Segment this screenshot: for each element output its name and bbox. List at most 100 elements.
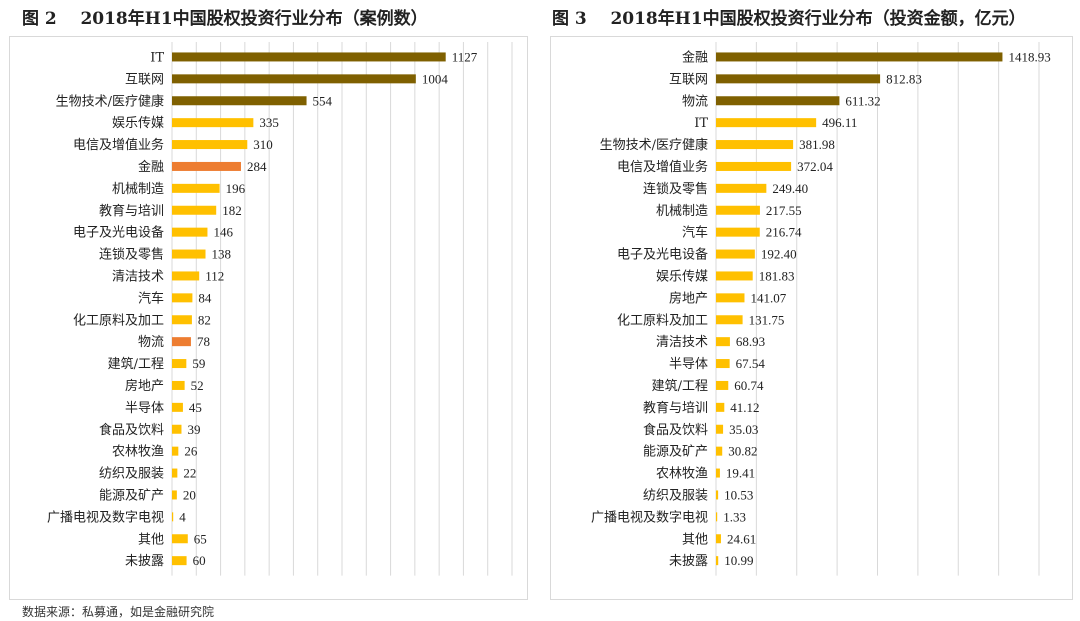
bar: [172, 402, 183, 412]
bar: [716, 118, 817, 128]
bar: [172, 52, 446, 62]
category-label: 互联网: [125, 72, 164, 87]
bar: [172, 74, 416, 84]
category-label: 物流: [138, 335, 164, 350]
bar: [716, 446, 723, 456]
data-label: 59: [192, 356, 205, 371]
bar: [172, 140, 248, 150]
data-label: 60: [193, 553, 206, 568]
category-label: 连锁及零售: [99, 247, 164, 263]
bar: [172, 96, 307, 106]
category-label: 电子及光电设备: [617, 247, 708, 263]
data-label: 372.04: [797, 159, 833, 174]
data-label: 60.74: [734, 378, 764, 393]
bar: [716, 315, 743, 325]
category-label: 未披露: [669, 554, 708, 569]
bar: [172, 556, 187, 566]
category-label: 电子及光电设备: [73, 225, 164, 241]
bar: [172, 424, 182, 434]
data-label: 22: [183, 466, 196, 481]
bar: [716, 227, 760, 237]
bar: [172, 183, 220, 193]
data-label: 19.41: [726, 466, 755, 481]
figure-2-title: 图 2 2018年H1中国股权投资行业分布（案例数）: [22, 4, 428, 29]
data-label: 20: [183, 487, 196, 502]
category-label: 电信及增值业务: [617, 159, 708, 175]
bar: [172, 512, 174, 522]
data-label: 10.53: [724, 487, 753, 502]
bar: [716, 512, 718, 522]
figure-3-label: 图 3: [552, 9, 587, 29]
data-label: 35.03: [729, 422, 758, 437]
data-label: 146: [213, 225, 233, 240]
bar: [716, 74, 881, 84]
data-label: 52: [191, 378, 204, 393]
category-label: 汽车: [682, 225, 708, 241]
figure-2-title-text: 2018年H1中国股权投资行业分布（案例数）: [80, 9, 428, 29]
bar: [172, 534, 188, 544]
category-label: 食品及饮料: [643, 422, 708, 438]
bar: [716, 271, 753, 281]
bar: [172, 359, 187, 369]
category-label: 化工原料及加工: [73, 313, 164, 328]
category-label: 互联网: [669, 72, 708, 87]
data-label: 82: [198, 312, 211, 327]
category-label: 建筑/工程: [652, 378, 708, 394]
category-label: 娱乐传媒: [656, 269, 708, 284]
bar: [172, 315, 192, 325]
category-label: 农林牧渔: [656, 467, 708, 482]
data-label: 26: [184, 444, 198, 459]
category-label: 能源及矿产: [643, 445, 708, 460]
bar: [716, 402, 725, 412]
category-label: 电信及增值业务: [73, 137, 164, 153]
data-label: 496.11: [822, 115, 857, 130]
category-label: 纺织及服装: [643, 488, 708, 503]
data-label: 611.32: [845, 93, 880, 108]
data-label: 284: [247, 159, 267, 174]
bar: [716, 249, 755, 259]
category-label: IT: [694, 116, 708, 131]
bar-chart-amount: 金融 1418.93 互联网 812.83 物流 611.32 IT 496.11 生物技术/医…: [591, 42, 1051, 576]
data-label: 381.98: [799, 137, 835, 152]
data-label: 68.93: [736, 334, 765, 349]
category-label: 食品及饮料: [99, 422, 164, 438]
data-label: 310: [253, 137, 272, 152]
category-label: 机械制造: [112, 182, 164, 197]
category-label: 建筑/工程: [108, 356, 164, 372]
category-label: 其他: [682, 532, 708, 547]
data-label: 1004: [422, 71, 449, 86]
category-label: 娱乐传媒: [112, 116, 164, 131]
category-label: 教育与培训: [643, 400, 708, 416]
category-label: 半导体: [125, 401, 164, 416]
figure-3-title-text: 2018年H1中国股权投资行业分布（投资金额，亿元）: [610, 9, 1026, 29]
category-label: 清洁技术: [656, 335, 708, 350]
data-label: 216.74: [766, 225, 802, 240]
category-label: 清洁技术: [112, 269, 164, 284]
bar: [172, 249, 206, 259]
bar: [172, 468, 178, 478]
data-label: 196: [226, 181, 246, 196]
category-label: 纺织及服装: [99, 467, 164, 482]
bar: [172, 293, 193, 303]
bar: [172, 161, 241, 171]
bar: [716, 205, 760, 215]
bar: [172, 380, 185, 390]
data-label: 65: [194, 531, 207, 546]
category-label: 物流: [682, 94, 708, 109]
category-label: 其他: [138, 532, 164, 547]
bar: [716, 140, 794, 150]
data-label: 24.61: [727, 531, 756, 546]
chart-panel-amount: 金融 1418.93 互联网 812.83 物流 611.32 IT 496.11 生物技术/医…: [550, 36, 1073, 600]
category-label: 房地产: [125, 378, 164, 394]
bar: [172, 490, 177, 500]
bar-chart-cases: IT 1127 互联网 1004 生物技术/医疗健康 554 娱乐传媒 335 电信及增值业务 3…: [47, 42, 513, 576]
bar: [716, 424, 724, 434]
category-label: 金融: [138, 159, 164, 175]
data-label: 131.75: [749, 312, 785, 327]
data-label: 181.83: [759, 268, 795, 283]
data-label: 1.33: [723, 509, 746, 524]
data-label: 249.40: [772, 181, 808, 196]
category-label: 广播电视及数字电视: [47, 510, 164, 525]
category-label: 广播电视及数字电视: [591, 510, 708, 525]
data-label: 192.40: [761, 247, 797, 262]
